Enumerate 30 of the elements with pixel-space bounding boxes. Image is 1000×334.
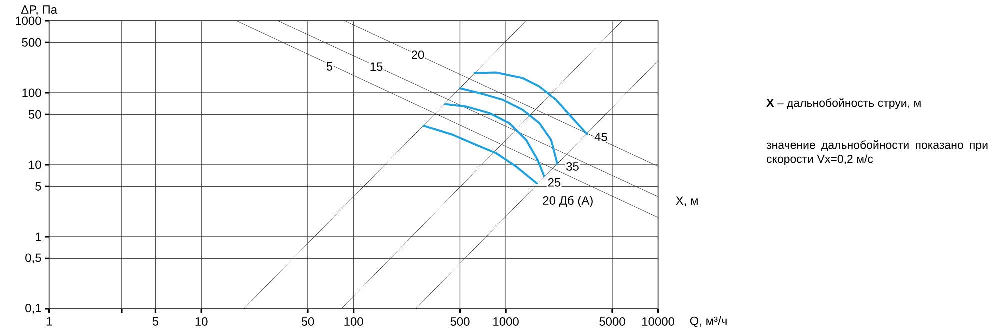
- x-tick-label: 50: [302, 317, 314, 326]
- x-tick-label: 5000: [600, 317, 626, 326]
- y-axis-title: ΔP, Па: [21, 6, 58, 16]
- text: X, м: [676, 196, 698, 207]
- x-tick-label: 1: [46, 318, 52, 326]
- annotation: 25: [548, 178, 561, 187]
- annotation: 35: [566, 162, 579, 171]
- annotation: 20 Дб (А): [543, 196, 593, 208]
- y-tick-label: 100: [22, 88, 42, 98]
- y-tick-label: 1: [36, 232, 42, 242]
- x-tick-label: 10: [196, 317, 208, 326]
- y-tick-label: 500: [22, 38, 42, 47]
- annotation: 45: [594, 133, 608, 142]
- y-tick-label: 10: [29, 160, 42, 170]
- y-tick-label: 50: [28, 110, 42, 119]
- y-tick-label: 5: [36, 182, 42, 191]
- y-tick-label: 1000: [16, 16, 42, 26]
- annotation: 15: [370, 62, 383, 72]
- y-tick-label: 0,1: [26, 304, 42, 314]
- y-tick-label: 0,5: [26, 254, 42, 264]
- x-tick-label: 100: [344, 317, 364, 326]
- annotation: 20: [412, 50, 424, 60]
- text: X – дальнобойность струи, м: [766, 98, 921, 110]
- x-tick-label: 5: [152, 318, 159, 326]
- text: значение дальнобойности показано при скорости Vx=0,2 м/с: [766, 140, 988, 166]
- x-tick-label: 1000: [494, 317, 519, 326]
- x-axis-title: Q, м³/ч: [690, 316, 727, 328]
- x-tick-label: 10000: [642, 317, 675, 326]
- annotation: 5: [326, 62, 333, 71]
- x-tick-label: 500: [450, 317, 470, 326]
